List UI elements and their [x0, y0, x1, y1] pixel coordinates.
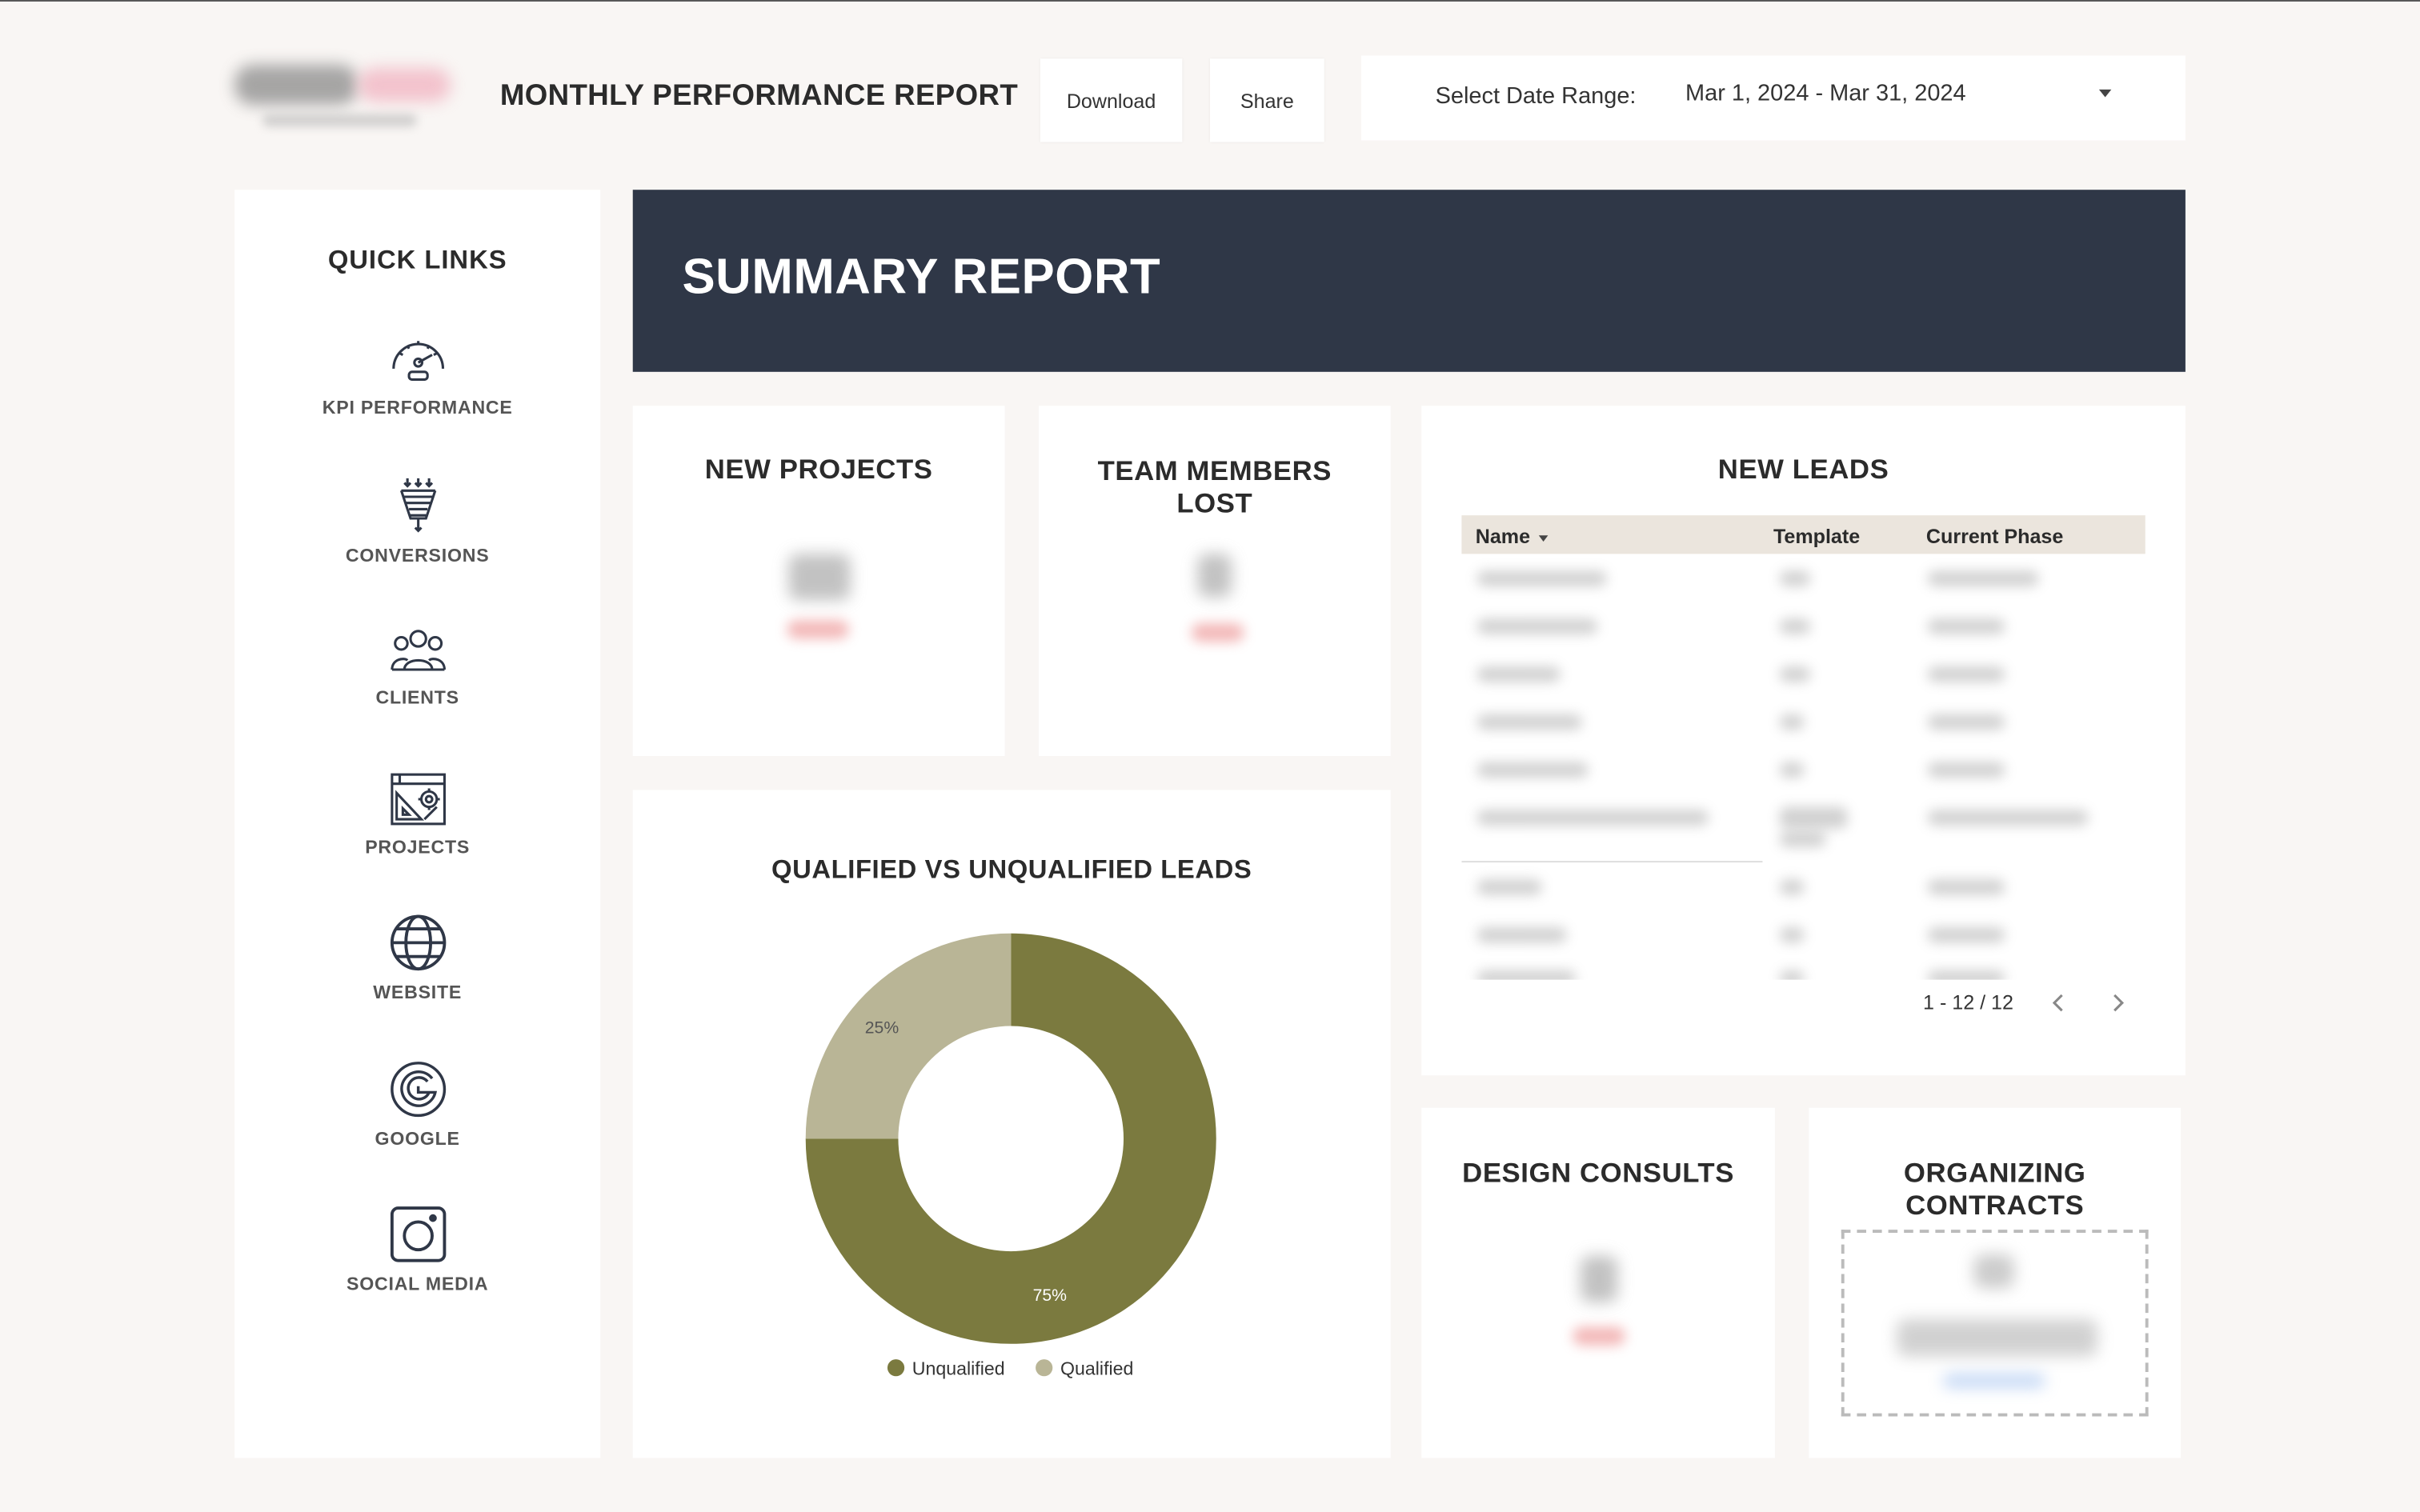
- new-projects-card: NEW PROJECTS: [632, 406, 1005, 757]
- kpi-value-redacted: [1197, 554, 1232, 598]
- table-header: Name Template Current Phase: [1461, 515, 2146, 554]
- sidebar-item-website[interactable]: WEBSITE: [234, 914, 600, 1037]
- share-button[interactable]: Share: [1210, 58, 1324, 142]
- chart-title: QUALIFIED VS UNQUALIFIED LEADS: [771, 854, 1252, 885]
- chevron-right-icon[interactable]: [2107, 992, 2129, 1014]
- blueprint-gear-icon: [390, 773, 446, 826]
- leads-table-body: [1461, 554, 2145, 980]
- kpi-delta-redacted: [787, 620, 849, 639]
- donut-slice-unqualified[interactable]: [805, 933, 1216, 1344]
- column-header-name[interactable]: Name: [1476, 525, 1549, 548]
- report-title: MONTHLY PERFORMANCE REPORT: [499, 80, 1019, 113]
- funnel-icon: [399, 478, 436, 533]
- kpi-value-redacted: [1580, 1255, 1618, 1302]
- sidebar-item-clients[interactable]: CLIENTS: [234, 628, 600, 751]
- embedded-content-placeholder: [1841, 1230, 2149, 1417]
- summary-banner: SUMMARY REPORT: [632, 190, 2186, 372]
- row-divider: [1461, 861, 1763, 863]
- dropdown-caret-icon[interactable]: [2098, 89, 2112, 98]
- kpi-title: TEAM MEMBERS LOST: [1097, 454, 1332, 519]
- kpi-title: DESIGN CONSULTS: [1462, 1157, 1734, 1189]
- sidebar-item-label: PROJECTS: [365, 836, 471, 858]
- column-header-template[interactable]: Template: [1773, 524, 1861, 548]
- pagination-label: 1 - 12 / 12: [1923, 990, 2013, 1014]
- new-leads-title: NEW LEADS: [1717, 454, 1889, 485]
- sidebar-item-label: KPI PERFORMANCE: [322, 396, 513, 418]
- kpi-delta-redacted: [1573, 1326, 1625, 1346]
- sidebar-item-google[interactable]: GOOGLE: [234, 1060, 600, 1183]
- speedometer-icon: [391, 341, 444, 381]
- slice-value-label: 75%: [1033, 1286, 1068, 1305]
- instagram-icon: [389, 1206, 446, 1262]
- sidebar-item-label: CONVERSIONS: [345, 544, 490, 566]
- donut-slice-qualified[interactable]: [805, 933, 1012, 1139]
- date-range-label: Select Date Range:: [1435, 83, 1637, 110]
- sidebar-item-conversions[interactable]: CONVERSIONS: [234, 477, 600, 600]
- kpi-delta-redacted: [1191, 623, 1244, 642]
- new-leads-card: NEW LEADS Name Template Current Phase 1 …: [1421, 406, 2186, 1076]
- sort-caret-icon[interactable]: [1539, 534, 1549, 542]
- banner-title: SUMMARY REPORT: [682, 248, 1161, 304]
- brand-logo: [228, 55, 459, 135]
- sidebar-item-label: WEBSITE: [373, 981, 463, 1003]
- date-range-value[interactable]: Mar 1, 2024 - Mar 31, 2024: [1685, 80, 1966, 107]
- download-button[interactable]: Download: [1040, 58, 1183, 142]
- design-consults-card: DESIGN CONSULTS: [1421, 1107, 1775, 1458]
- chevron-left-icon[interactable]: [2048, 992, 2069, 1014]
- google-icon: [390, 1062, 446, 1118]
- legend-item-unqualified[interactable]: Unqualified: [887, 1358, 1005, 1379]
- quick-links-sidebar: QUICK LINKS KPI PERFORMANCE CONVERSIONS: [234, 190, 601, 1458]
- slice-value-label: 25%: [865, 1018, 899, 1037]
- chart-legend: Unqualified Qualified: [887, 1358, 1133, 1379]
- legend-item-qualified[interactable]: Qualified: [1036, 1358, 1133, 1379]
- qualified-vs-unqualified-card: QUALIFIED VS UNQUALIFIED LEADS 75% 25% Un…: [632, 790, 1391, 1458]
- team-members-lost-card: TEAM MEMBERS LOST: [1038, 406, 1391, 757]
- kpi-title: ORGANIZING CONTRACTS: [1903, 1157, 2086, 1221]
- kpi-title: NEW PROJECTS: [704, 454, 933, 485]
- sidebar-item-kpi-performance[interactable]: KPI PERFORMANCE: [234, 332, 600, 455]
- date-range-selector[interactable]: Select Date Range: Mar 1, 2024 - Mar 31,…: [1361, 55, 2186, 141]
- organizing-contracts-card: ORGANIZING CONTRACTS: [1809, 1107, 2182, 1458]
- donut-chart: 75% 25%: [805, 933, 1216, 1344]
- column-header-current-phase[interactable]: Current Phase: [1925, 524, 2064, 548]
- people-icon: [390, 630, 446, 671]
- kpi-value-redacted: [788, 554, 851, 601]
- sidebar-item-label: CLIENTS: [375, 686, 459, 709]
- sidebar-item-label: GOOGLE: [375, 1127, 460, 1150]
- sidebar-item-label: SOCIAL MEDIA: [347, 1273, 489, 1295]
- sidebar-item-projects[interactable]: PROJECTS: [234, 768, 600, 891]
- sidebar-item-social-media[interactable]: SOCIAL MEDIA: [234, 1205, 600, 1328]
- globe-icon: [389, 914, 446, 971]
- sidebar-title: QUICK LINKS: [327, 245, 507, 275]
- top-border: [0, 0, 2420, 2]
